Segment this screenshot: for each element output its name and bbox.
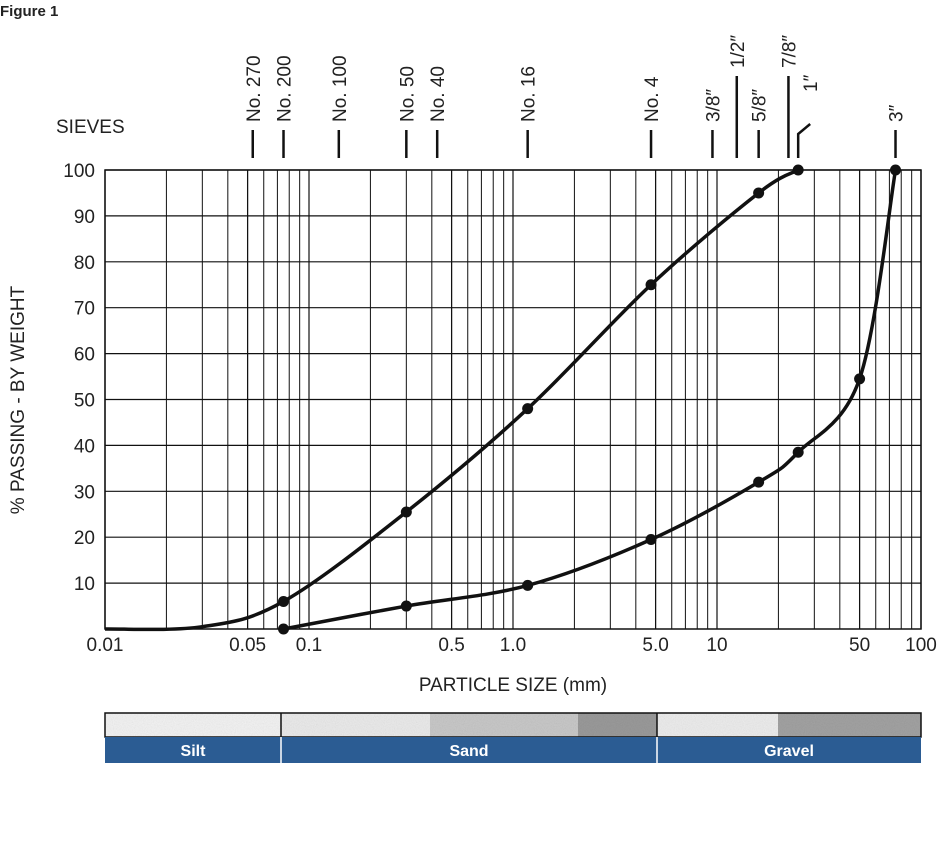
x-tick-label: 0.1: [296, 635, 322, 656]
y-tick-label: 10: [74, 574, 95, 595]
data-point: [278, 624, 289, 635]
sieve-label: No. 16: [519, 66, 540, 122]
class-label: Silt: [181, 743, 207, 760]
sieve-label: No. 100: [330, 55, 351, 122]
sieve-label: No. 40: [428, 66, 449, 122]
sieve-label: 7/8″: [779, 35, 800, 68]
y-tick-label: 20: [74, 528, 95, 549]
data-point: [753, 477, 764, 488]
data-point: [401, 506, 412, 517]
data-point: [793, 165, 804, 176]
sieve-label: 1/2″: [728, 35, 749, 68]
x-axis-label: PARTICLE SIZE (mm): [419, 675, 607, 696]
data-point: [753, 187, 764, 198]
data-point: [522, 403, 533, 414]
figure-label: Figure 1: [0, 3, 58, 20]
silt-swatch: [105, 713, 281, 737]
y-axis-label: % PASSING - BY WEIGHT: [8, 285, 29, 514]
x-tick-label: 0.05: [229, 635, 266, 656]
sieve-label: 5/8″: [750, 89, 771, 122]
chart: Figure 1 SIEVES % PASSING - BY WEIGHT PA…: [0, 0, 939, 846]
y-tick-label: 90: [74, 207, 95, 228]
sieve-label: 3″: [887, 104, 908, 122]
class-label: Gravel: [764, 743, 814, 760]
data-point: [522, 580, 533, 591]
x-tick-label: 5.0: [642, 635, 668, 656]
y-tick-label: 30: [74, 482, 95, 503]
sieve-label: No. 4: [642, 76, 663, 122]
data-point: [646, 279, 657, 290]
y-tick-label: 80: [74, 253, 95, 274]
x-tick-label: 100: [905, 635, 937, 656]
x-tick-label: 1.0: [500, 635, 526, 656]
class-label: Sand: [449, 743, 488, 760]
x-tick-label: 50: [849, 635, 870, 656]
sand-medium-swatch: [430, 713, 578, 737]
soil-panel: Silt Sand Gravel: [105, 713, 921, 763]
x-tick-label: 0.5: [438, 635, 464, 656]
sieve-label: 3/8″: [703, 89, 724, 122]
sieve-label: 1″: [801, 74, 822, 92]
y-tick-label: 70: [74, 299, 95, 320]
sieve-label: No. 50: [397, 66, 418, 122]
y-tick-label: 100: [63, 161, 95, 182]
sand-coarse-swatch: [578, 713, 657, 737]
data-point: [854, 373, 865, 384]
data-point: [793, 447, 804, 458]
x-tick-label: 0.01: [87, 635, 124, 656]
data-point: [890, 165, 901, 176]
y-tick-label: 60: [74, 345, 95, 366]
data-point: [278, 596, 289, 607]
sand-fine-swatch: [281, 713, 430, 737]
sieve-title: SIEVES: [56, 117, 125, 138]
sieve-mark: [798, 124, 810, 158]
gravel-coarse-swatch: [778, 713, 921, 737]
sieve-label: No. 200: [275, 55, 296, 122]
data-point: [401, 601, 412, 612]
y-tick-label: 40: [74, 436, 95, 457]
x-tick-label: 10: [706, 635, 727, 656]
sieve-label: No. 270: [244, 55, 265, 122]
page: Figure 1 SIEVES % PASSING - BY WEIGHT PA…: [0, 0, 939, 851]
gravel-fine-swatch: [657, 713, 778, 737]
data-point: [646, 534, 657, 545]
y-tick-label: 50: [74, 391, 95, 412]
